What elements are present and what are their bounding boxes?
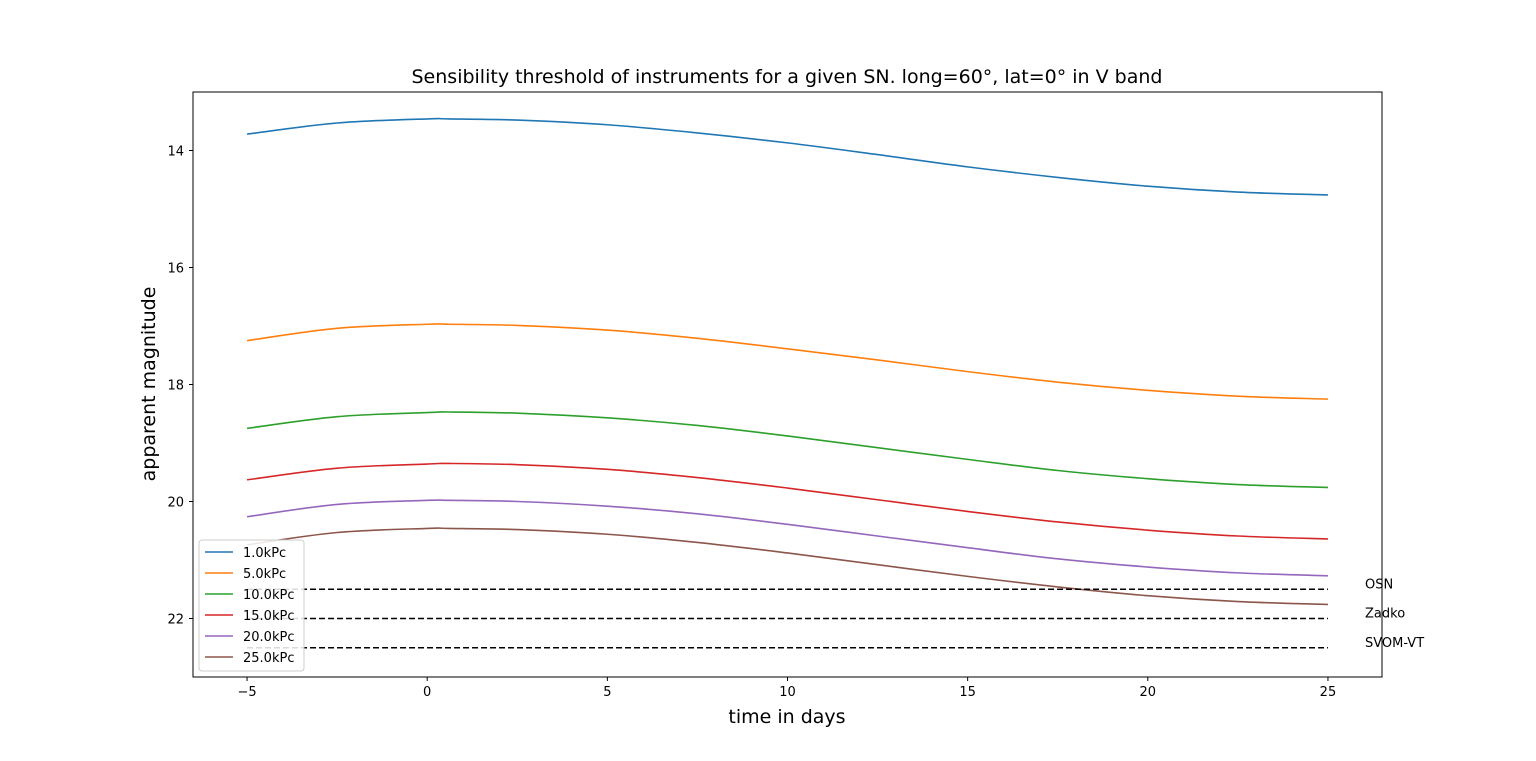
threshold-label-zadko: Zadko [1365, 607, 1405, 622]
threshold-label-svom-vt: SVOM-VT [1365, 636, 1424, 651]
series-line-1-0kpc [246, 117, 1328, 196]
y-tick-label: 18 [167, 379, 184, 394]
x-tick-label: 10 [779, 685, 796, 700]
series-line-5-0kpc [246, 323, 1328, 400]
legend-label-15-0kpc: 15.0kPc [243, 609, 294, 624]
legend-label-25-0kpc: 25.0kPc [243, 651, 294, 666]
y-axis-label: apparent magnitude [138, 287, 160, 482]
legend-label-1-0kpc: 1.0kPc [243, 546, 286, 561]
x-axis-label: time in days [728, 706, 845, 728]
y-tick-label: 14 [167, 145, 184, 160]
legend-label-5-0kpc: 5.0kPc [243, 567, 286, 582]
series-line-25-0kpc [246, 527, 1328, 606]
x-tick-label: 0 [423, 685, 431, 700]
x-tick-label: −5 [237, 685, 256, 700]
y-tick-label: 22 [167, 613, 184, 628]
legend: 1.0kPc 5.0kPc 10.0kPc 15.0kPc 20.0kPc 25.0kPc [198, 539, 305, 672]
series-line-15-0kpc [246, 462, 1328, 540]
threshold-label-osn: OSN [1365, 577, 1393, 592]
x-tick-label: 25 [1320, 685, 1337, 700]
x-tick-label: 20 [1140, 685, 1157, 700]
y-tick-label: 16 [167, 262, 184, 277]
series-line-20-0kpc [246, 499, 1328, 577]
x-tick-label: 15 [959, 685, 976, 700]
x-tick-label: 5 [603, 685, 611, 700]
legend-label-20-0kpc: 20.0kPc [243, 630, 294, 645]
plot-area: OSN Zadko SVOM-VT −5 0 5 10 15 20 25 14 16 18 20 22 1.0… [167, 91, 1424, 700]
y-tick-label: 20 [167, 496, 184, 511]
chart-title: Sensibility threshold of instruments for… [412, 66, 1163, 88]
legend-label-10-0kpc: 10.0kPc [243, 588, 294, 603]
series-line-10-0kpc [246, 411, 1328, 489]
